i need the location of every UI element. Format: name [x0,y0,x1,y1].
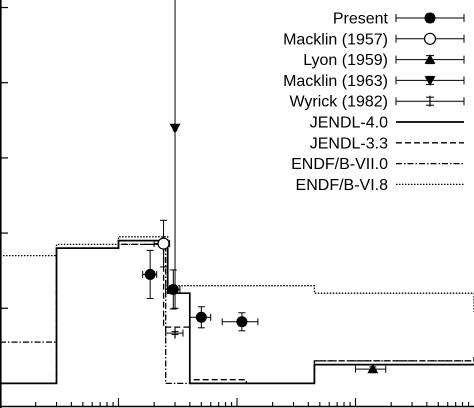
legend-item-present: Present [333,11,465,28]
legend-label: JENDL-4.0 [310,115,388,132]
present-point [221,312,259,332]
lyon-1959-point [355,363,387,374]
macklin-1963-marker [169,123,181,134]
wyrick-1982-point [165,327,184,339]
legend-label: Wyrick (1982) [289,94,388,111]
legend-label: Macklin (1957) [283,31,388,48]
jendl-4-0-line [0,239,474,385]
present-marker [144,268,156,280]
legend-marker [423,32,437,45]
present-marker [167,283,179,295]
present-marker [195,311,207,323]
legend-item-endf-b-vii-0: ENDF/B-VII.0 [291,156,464,173]
legend-label: Present [333,11,389,28]
legend-item-endf-b-vi-8: ENDF/B-VI.8 [296,177,464,194]
evaluation-lines [0,236,474,385]
legend-marker [424,76,436,86]
legend-item-jendl-3-3: JENDL-3.3 [310,135,464,152]
legend-item-lyon-1959: Lyon (1959) [303,52,465,69]
present-point [189,306,212,329]
error-bar [171,0,179,309]
macklin-1963-point [169,0,181,309]
macklin-1957-marker [157,237,170,250]
jendl-3-3-line [0,243,474,385]
macklin-1957-point [153,219,171,268]
legend-label: ENDF/B-VI.8 [296,177,389,194]
legend-item-jendl-4-0: JENDL-4.0 [310,115,464,132]
present-point [142,249,158,299]
legend-item-macklin-1963: Macklin (1963) [283,73,465,90]
legend-label: Macklin (1963) [283,73,388,90]
legend: Present Macklin (1957) Lyon (1959) Macklin … [283,11,465,194]
endf-b-vii-0-line [0,243,474,385]
present-point [165,269,181,310]
experimental-points [142,0,387,374]
legend-item-macklin-1957: Macklin (1957) [283,31,465,48]
legend-marker [424,12,436,24]
legend-marker [424,54,436,64]
endf-b-vi-8-line [0,236,474,312]
legend-label: Lyon (1959) [303,52,388,69]
lyon-1959-marker [367,363,379,374]
present-marker [236,316,248,328]
error-bar [165,329,184,337]
legend-label: JENDL-3.3 [310,135,388,152]
legend-label: ENDF/B-VII.0 [291,156,388,173]
legend-item-wyrick-1982: Wyrick (1982) [289,94,465,111]
